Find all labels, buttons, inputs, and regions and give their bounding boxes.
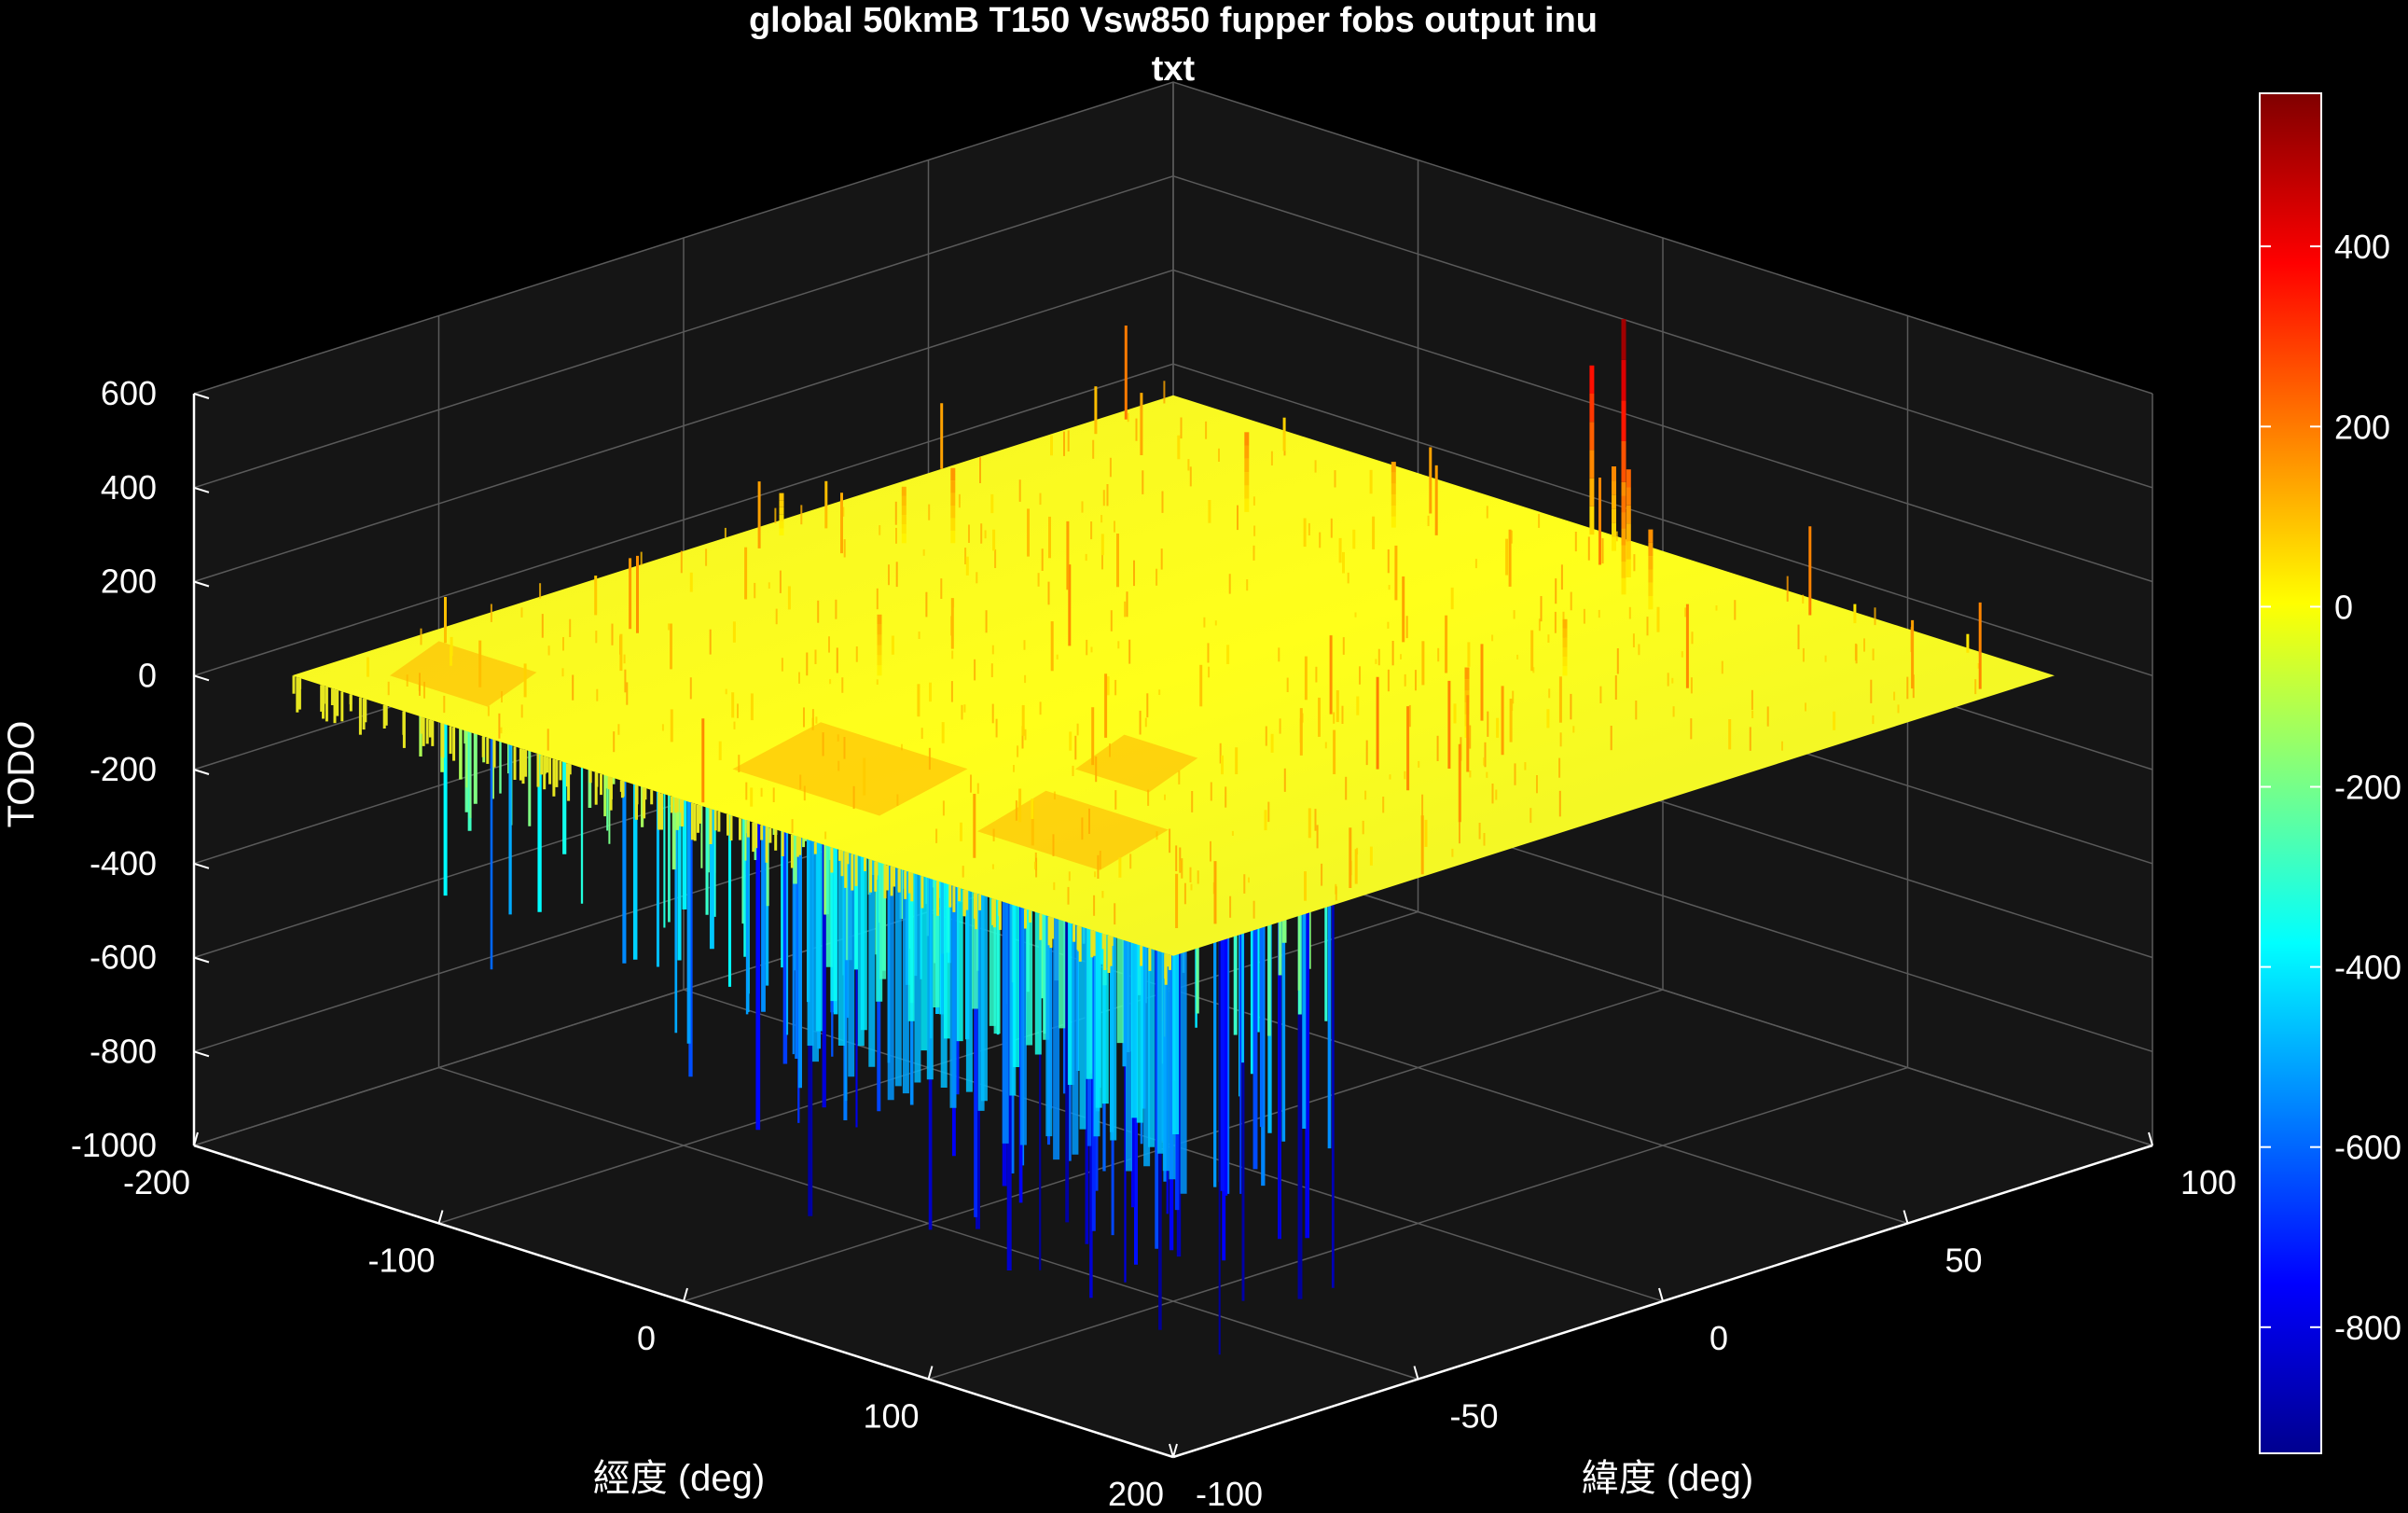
x-axis-label: 經度 (deg) <box>593 1458 766 1499</box>
colorbar-ticks: 400 200 0 -200 -400 -600 -800 <box>2260 228 2401 1347</box>
z-tick-mark <box>193 486 210 493</box>
x-tick-mark <box>927 1366 934 1380</box>
colorbar-tick-label: -200 <box>2334 769 2401 807</box>
z-tick-label: -800 <box>90 1032 157 1070</box>
surface-orange-patch <box>390 641 537 707</box>
x-tick-label: -200 <box>123 1163 190 1201</box>
z-tick-label: 200 <box>101 562 157 601</box>
y-tick-label: -50 <box>1449 1397 1498 1436</box>
surface-orange-patch <box>977 790 1169 870</box>
x-tick-label: -100 <box>367 1242 435 1280</box>
y-tick-mark <box>1658 1287 1664 1302</box>
surface-orange-patch <box>732 722 968 816</box>
x-tick-mark <box>1172 1443 1178 1458</box>
colorbar-tick-label: -600 <box>2334 1129 2401 1167</box>
z-tick-mark <box>193 956 210 964</box>
y-tick-label: -100 <box>1196 1475 1263 1508</box>
y-tick-mark <box>2148 1131 2153 1146</box>
z-tick-label: 0 <box>138 656 157 694</box>
z-tick-mark <box>193 862 210 869</box>
grid-line-z <box>193 363 2153 677</box>
y-tick-mark <box>1903 1210 1909 1224</box>
positive-spikes <box>367 319 1982 928</box>
grid-line-z <box>193 81 2153 395</box>
z-tick-mark <box>193 674 210 682</box>
surface-orange-patch <box>1075 734 1198 793</box>
z-tick-mark <box>193 393 210 399</box>
chart-subtitle: txt <box>1152 49 1196 89</box>
y-tick-mark <box>1413 1366 1419 1380</box>
z-tick-label: -600 <box>90 938 157 977</box>
z-tick-label: 600 <box>101 374 157 412</box>
x-tick-mark <box>437 1210 444 1224</box>
z-axis-label: TODO <box>1 721 42 828</box>
colorbar-tick-label: 200 <box>2334 408 2390 446</box>
y-tick-label: 100 <box>2180 1163 2236 1201</box>
surface <box>292 381 2055 985</box>
z-tick-mark <box>193 1145 210 1151</box>
z-tick-label: 400 <box>101 468 157 507</box>
z-tick-label: -1000 <box>71 1126 157 1164</box>
grid-line-z <box>193 269 2153 583</box>
x-tick-mark <box>683 1287 688 1302</box>
y-tick-mark <box>1169 1443 1174 1458</box>
y-tick-label: 0 <box>1709 1319 1728 1357</box>
grid-line-z <box>193 175 2153 489</box>
colorbar: 400 200 0 -200 -400 -600 -800 <box>2259 92 2401 1454</box>
colorbar-tick-label: -400 <box>2334 949 2401 987</box>
z-tick-mark <box>193 580 210 588</box>
colorbar-gradient <box>2259 92 2322 1454</box>
y-tick-label: 50 <box>1944 1242 1982 1280</box>
z-tick-label: -200 <box>90 750 157 788</box>
x-tick-label: 0 <box>637 1319 656 1357</box>
x-tick-label: 200 <box>1108 1475 1164 1508</box>
y-axis-label: 緯度 (deg) <box>1582 1458 1754 1499</box>
colorbar-tick-label: -800 <box>2334 1309 2401 1347</box>
chart-title: global 50kmB T150 Vsw850 fupper fobs out… <box>749 1 1598 40</box>
z-tick-mark <box>193 1050 210 1058</box>
x-tick-label: 100 <box>863 1397 919 1436</box>
x-tick-mark <box>193 1131 199 1146</box>
z-tick-mark <box>193 769 210 775</box>
colorbar-tick-label: 400 <box>2334 228 2390 266</box>
z-tick-label: -400 <box>90 844 157 882</box>
colorbar-tick-label: 0 <box>2334 588 2353 626</box>
